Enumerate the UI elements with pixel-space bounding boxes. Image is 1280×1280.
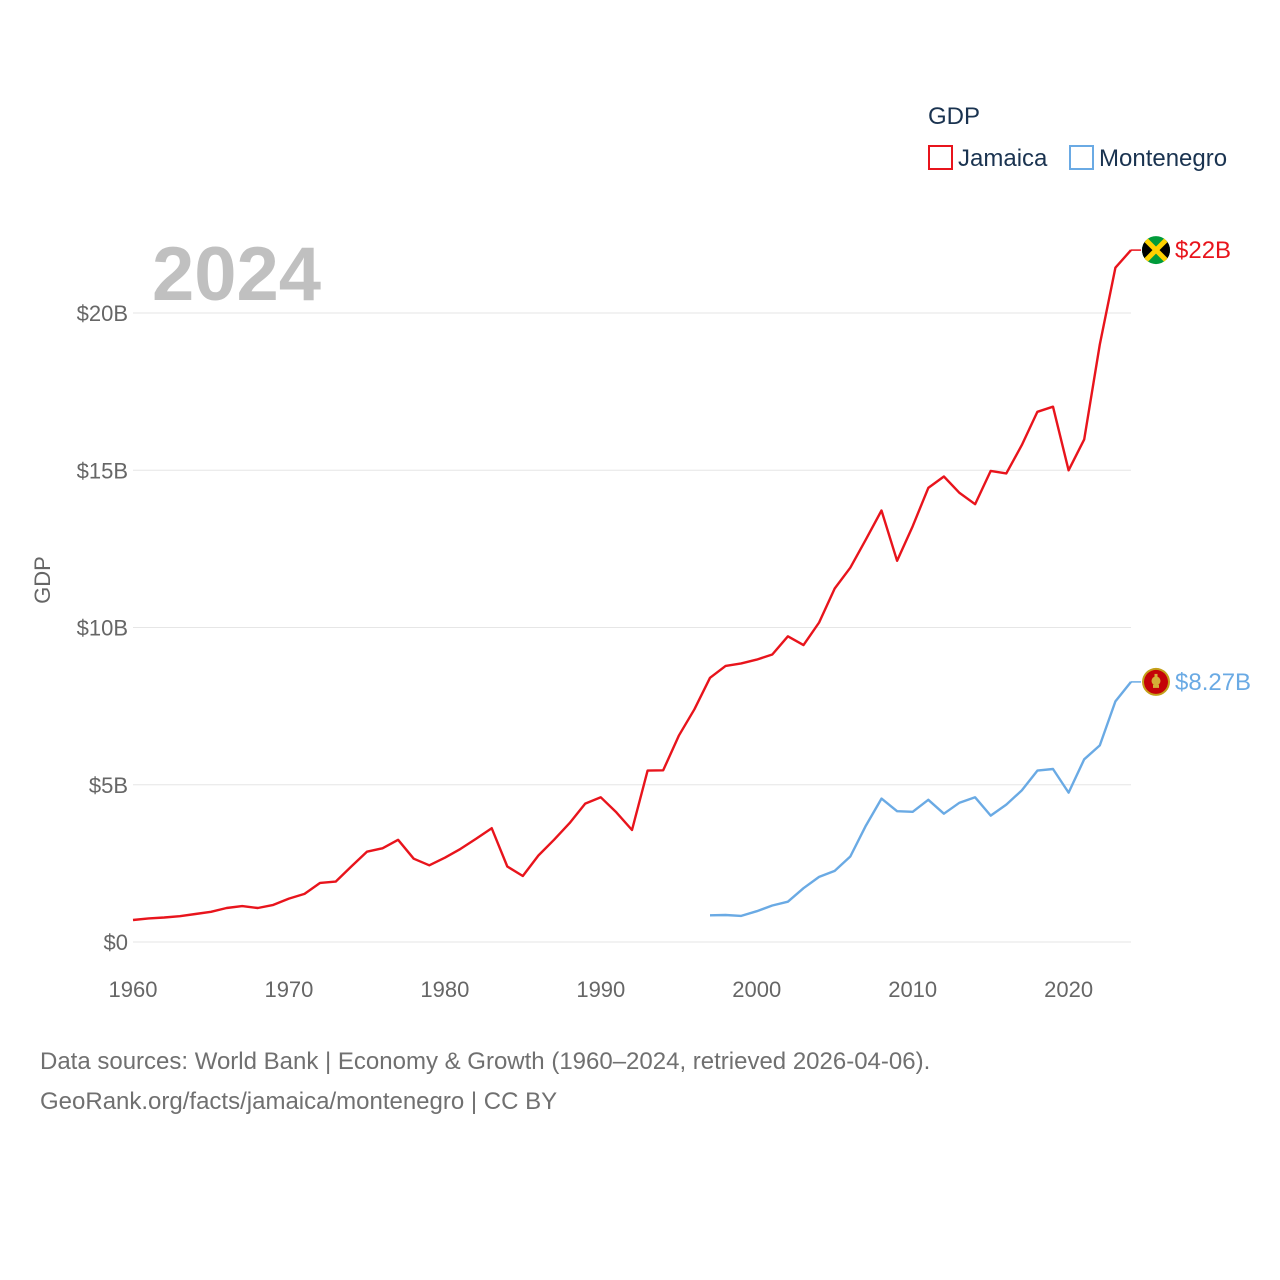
end-label-montenegro: $8.27B <box>1175 669 1251 696</box>
x-tick-label: 1980 <box>420 977 469 1002</box>
x-tick-label: 1990 <box>576 977 625 1002</box>
legend-swatch-montenegro <box>1069 145 1094 170</box>
series-layer <box>132 249 1141 922</box>
legend-title: GDP <box>928 103 980 130</box>
data-sources-footer: Data sources: World Bank | Economy & Gro… <box>40 1042 930 1122</box>
y-axis-ticks: $0 $5B $10B $15B $20B <box>77 301 128 955</box>
gridlines <box>133 312 1131 943</box>
sources-line: Data sources: World Bank | Economy & Gro… <box>40 1048 931 1075</box>
x-tick-label: 1960 <box>109 977 158 1002</box>
end-label-jamaica: $22B <box>1175 237 1231 264</box>
legend-label-montenegro: Montenegro <box>1099 145 1227 172</box>
y-tick-label: $5B <box>89 773 128 798</box>
y-axis-title: GDP <box>30 556 55 604</box>
x-tick-label: 2020 <box>1044 977 1093 1002</box>
x-tick-label: 2010 <box>888 977 937 1002</box>
x-axis-ticks: 1960 1970 1980 1990 2000 2010 2020 <box>109 977 1094 1002</box>
series-line-montenegro <box>709 681 1132 918</box>
current-year-label: 2024 <box>152 232 321 317</box>
legend-label-jamaica: Jamaica <box>958 145 1048 172</box>
jamaica-flag-icon <box>1142 236 1170 265</box>
y-tick-label: $10B <box>77 616 128 641</box>
series-line-jamaica <box>132 249 1132 922</box>
license-line[interactable]: GeoRank.org/facts/jamaica/montenegro | C… <box>40 1088 558 1115</box>
legend: GDP Jamaica Montenegro <box>928 103 1227 172</box>
legend-item-montenegro[interactable]: Montenegro <box>1069 145 1227 172</box>
x-tick-label: 1970 <box>264 977 313 1002</box>
y-tick-label: $0 <box>104 930 128 955</box>
gdp-line-chart: $0 $5B $10B $15B $20B 1960 1970 1980 1990 2000 20… <box>30 103 1251 1002</box>
legend-item-jamaica[interactable]: Jamaica <box>928 145 1048 172</box>
y-tick-label: $20B <box>77 301 128 326</box>
montenegro-flag-icon <box>1142 667 1170 696</box>
legend-swatch-jamaica <box>928 145 953 170</box>
y-tick-label: $15B <box>77 458 128 483</box>
x-tick-label: 2000 <box>732 977 781 1002</box>
